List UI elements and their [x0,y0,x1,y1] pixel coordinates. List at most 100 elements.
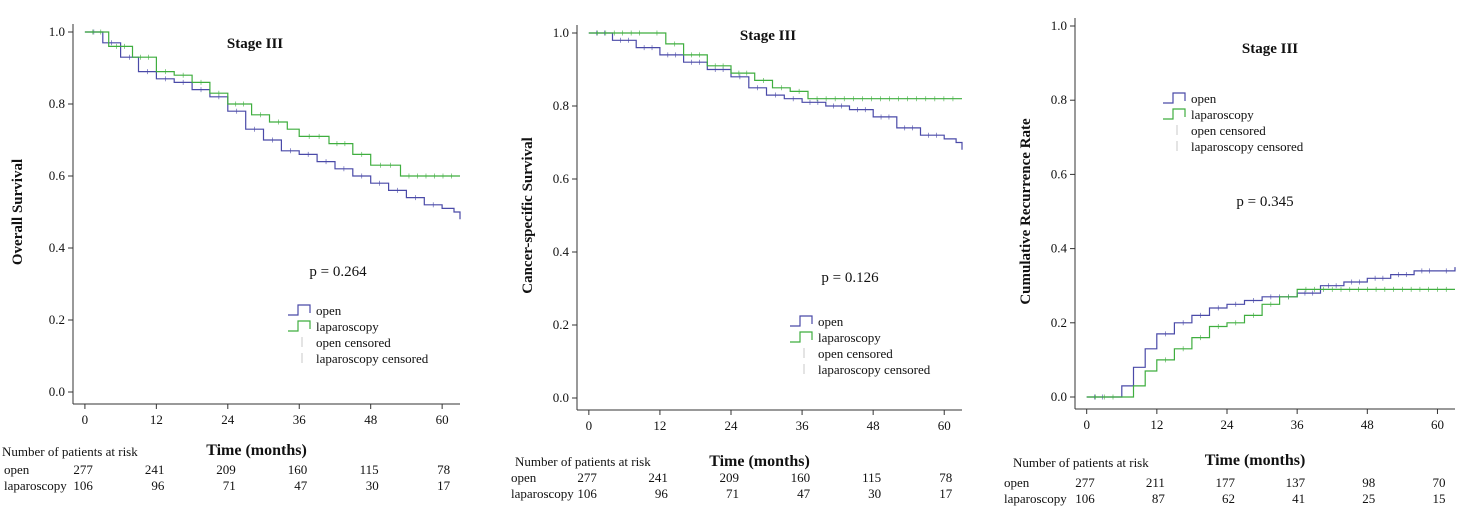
x-tick-label: 48 [867,418,880,433]
risk-value: 241 [648,470,668,485]
legend-label: laparoscopy [316,319,379,334]
p-value: p = 0.264 [309,264,367,280]
risk-value: 70 [1432,475,1445,490]
risk-row-label: laparoscopy [1004,491,1067,506]
y-tick-label: 0.2 [49,312,65,327]
x-tick-label: 12 [653,418,666,433]
y-tick-label: 0.4 [1051,241,1068,256]
risk-value: 277 [1075,475,1095,490]
risk-value: 41 [1292,491,1305,506]
risk-value: 209 [216,462,236,477]
x-tick-label: 60 [938,418,951,433]
risk-value: 47 [797,486,811,501]
x-tick-label: 36 [1291,417,1305,432]
risk-value: 71 [726,486,739,501]
risk-value: 277 [73,462,93,477]
risk-value: 106 [73,478,93,493]
series-open-curve [84,31,461,220]
legend-label: open censored [316,335,391,350]
chart-panel-3: 0.0 0.2 0.4 0.6 0.8 1.0 0 12 24 36 48 60 Stage III Cu… [1004,18,1456,506]
y-tick-label: 0.2 [1051,315,1067,330]
risk-row-label: open [511,470,537,485]
legend-label: laparoscopy censored [316,351,429,366]
x-tick-label: 24 [221,412,235,427]
legend-swatch-laparoscopy [288,320,311,332]
y-tick-label: 0.6 [49,168,66,183]
risk-value: 78 [939,470,952,485]
legend-label: laparoscopy [818,330,881,345]
risk-value: 177 [1216,475,1236,490]
risk-value: 30 [366,478,379,493]
x-tick-label: 60 [1431,417,1444,432]
risk-value: 96 [151,478,165,493]
risk-value: 17 [437,478,451,493]
y-axis-label: Overall Survival [10,159,26,265]
y-tick-label: 0.4 [49,240,66,255]
legend-label: open [316,303,342,318]
series-open-curve [1086,267,1456,398]
legend-swatch-open [790,315,813,327]
risk-value: 106 [1075,491,1095,506]
series-laparoscopy-curve [588,32,962,100]
legend-label: open censored [818,346,893,361]
legend-label: open [1191,91,1217,106]
risk-value: 47 [294,478,308,493]
legend-swatch-open [288,304,311,316]
risk-value: 87 [1152,491,1166,506]
y-tick-label: 0.0 [1051,389,1067,404]
series-open-censor-marks [93,29,434,208]
legend-label: open [818,314,844,329]
series-open-curve [588,32,963,150]
y-tick-label: 1.0 [553,25,569,40]
risk-value: 96 [655,486,669,501]
y-tick-label: 1.0 [49,24,65,39]
y-tick-label: 0.0 [553,390,569,405]
x-tick-label: 0 [586,418,593,433]
y-tick-label: 0.8 [49,96,65,111]
x-tick-label: 36 [796,418,810,433]
risk-value: 17 [939,486,953,501]
risk-value: 25 [1362,491,1375,506]
risk-row-label: open [4,462,30,477]
series-laparoscopy-censor-marks [597,30,954,102]
risk-row-label: laparoscopy [4,478,67,493]
y-tick-label: 0.6 [1051,166,1068,181]
x-tick-label: 60 [436,412,449,427]
y-tick-label: 0.2 [553,317,569,332]
risk-table-header: Number of patients at risk [515,454,651,469]
series-laparoscopy-curve [84,31,460,177]
y-axis-label: Cumulative Recurrence Rate [1018,118,1034,305]
x-tick-label: 48 [364,412,377,427]
y-axis-label: Cancer-specific Survival [520,137,536,294]
risk-value: 160 [288,462,308,477]
risk-row-label: open [1004,475,1030,490]
risk-value: 71 [223,478,236,493]
series-laparoscopy-censor-marks [92,29,452,179]
risk-value: 78 [437,462,450,477]
legend-label: laparoscopy censored [1191,139,1304,154]
risk-value: 62 [1222,491,1235,506]
risk-value: 241 [145,462,165,477]
chart-title: Stage III [1242,41,1298,57]
risk-table: Number of patients at risk open 277 211 177 1… [1004,455,1445,506]
y-tick-label: 0.6 [553,171,570,186]
chart-title: Stage III [227,36,283,52]
x-tick-label: 12 [150,412,163,427]
x-axis-label: Time (months) [709,453,810,470]
x-tick-label: 0 [1083,417,1090,432]
y-tick-label: 0.0 [49,384,65,399]
chart-title: Stage III [740,28,796,44]
risk-value: 137 [1286,475,1306,490]
legend-swatch-open [1163,92,1186,104]
risk-value: 15 [1432,491,1445,506]
x-tick-label: 36 [293,412,307,427]
y-tick-label: 0.4 [553,244,570,259]
x-tick-label: 24 [725,418,739,433]
x-tick-label: 0 [82,412,89,427]
chart-panel-1: 0.0 0.2 0.4 0.6 0.8 1.0 0 12 24 36 48 60 Stage III Ov… [2,24,461,493]
risk-value: 160 [791,470,811,485]
risk-value: 277 [577,470,597,485]
